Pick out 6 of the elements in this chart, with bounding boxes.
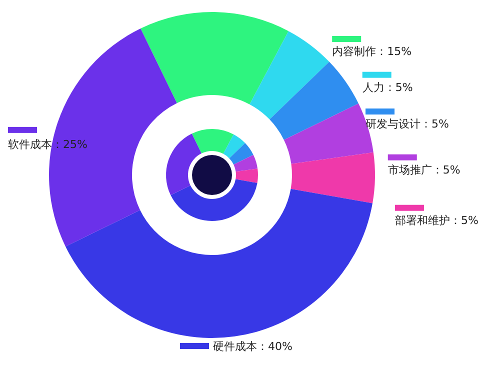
slice-label: 硬件成本：40% — [213, 340, 292, 353]
legend-label: 内容制作：15% — [332, 45, 412, 58]
legend-label: 市场推广：5% — [388, 163, 460, 176]
legend-label: 部署和维护：5% — [394, 214, 478, 227]
legend-label: 软件成本：25% — [8, 138, 88, 151]
legend-label: 人力：5% — [362, 80, 413, 94]
